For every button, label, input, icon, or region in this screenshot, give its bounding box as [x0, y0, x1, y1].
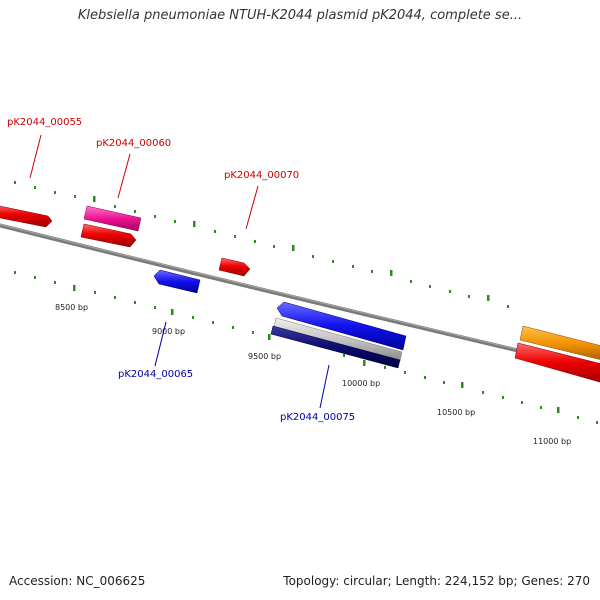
reverse-tick-track	[14, 271, 598, 424]
leader-pk2044-00070	[245, 185, 259, 230]
feature-forward-orange[interactable]	[519, 325, 600, 362]
scale-label-10500: 10500 bp	[437, 408, 475, 417]
feature-reverse-blue-large[interactable]	[276, 301, 407, 351]
feature-pk2044-00060[interactable]	[83, 205, 142, 232]
map-title: Klebsiella pneumoniae NTUH-K2044 plasmid…	[77, 8, 523, 23]
gene-label-pk2044-00075[interactable]: pK2044_00075	[280, 412, 355, 423]
scale-label-9000: 9000 bp	[152, 327, 185, 336]
scale-label-8500: 8500 bp	[55, 303, 88, 312]
gene-label-pk2044-00065[interactable]: pK2044_00065	[118, 369, 193, 380]
feature-pk2044-00075[interactable]	[270, 325, 401, 369]
scale-label-11000: 11000 bp	[533, 437, 571, 446]
feature-forward-red-right[interactable]	[514, 342, 600, 385]
leader-pk2044-00065	[154, 321, 167, 367]
feature-pk2044-00065[interactable]	[153, 269, 201, 294]
feature-pk2044-00055[interactable]	[0, 204, 53, 228]
leader-pk2044-00075	[319, 364, 330, 409]
leader-pk2044-00055	[29, 134, 42, 179]
gene-label-pk2044-00055[interactable]: pK2044_00055	[7, 117, 82, 128]
forward-tick-track	[14, 181, 509, 308]
gene-label-pk2044-00060[interactable]: pK2044_00060	[96, 138, 171, 149]
scale-label-9500: 9500 bp	[248, 352, 281, 361]
leader-pk2044-00060	[117, 153, 131, 199]
topology-summary: Topology: circular; Length: 224,152 bp; …	[283, 574, 590, 588]
scale-label-10000: 10000 bp	[342, 379, 380, 388]
feature-forward-red-2[interactable]	[80, 223, 137, 248]
feature-pk2044-00070[interactable]	[218, 257, 251, 277]
gene-label-pk2044-00070[interactable]: pK2044_00070	[224, 170, 299, 181]
accession-text: Accession: NC_006625	[9, 574, 146, 588]
